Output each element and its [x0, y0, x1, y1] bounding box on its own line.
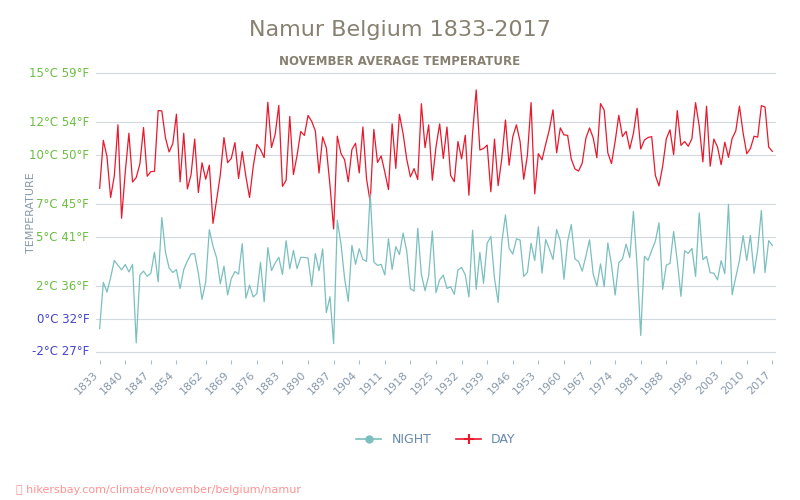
Text: 12°C 54°F: 12°C 54°F [29, 116, 90, 129]
Text: 10°C 50°F: 10°C 50°F [30, 148, 90, 162]
Text: 🌐 hikersbay.com/climate/november/belgium/namur: 🌐 hikersbay.com/climate/november/belgium… [16, 485, 301, 495]
Text: 2°C 36°F: 2°C 36°F [37, 280, 90, 292]
Text: 5°C 41°F: 5°C 41°F [37, 230, 90, 243]
Text: NOVEMBER AVERAGE TEMPERATURE: NOVEMBER AVERAGE TEMPERATURE [279, 55, 521, 68]
Text: 15°C 59°F: 15°C 59°F [29, 66, 90, 80]
Text: 0°C 32°F: 0°C 32°F [37, 312, 90, 326]
Y-axis label: TEMPERATURE: TEMPERATURE [26, 172, 35, 253]
Text: Namur Belgium 1833-2017: Namur Belgium 1833-2017 [249, 20, 551, 40]
Text: 7°C 45°F: 7°C 45°F [37, 198, 90, 211]
Text: -2°C 27°F: -2°C 27°F [32, 346, 90, 358]
Legend: NIGHT, DAY: NIGHT, DAY [351, 428, 521, 451]
